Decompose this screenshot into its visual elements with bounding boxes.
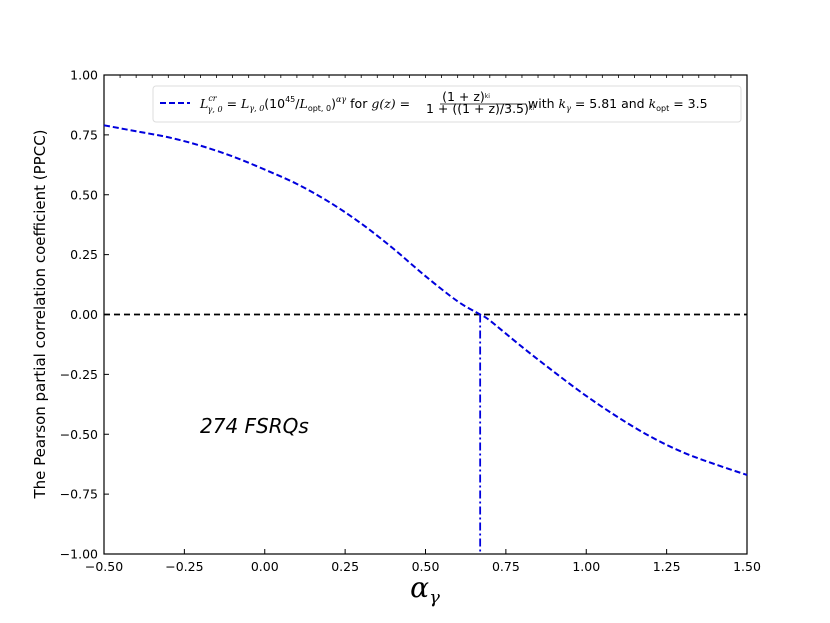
y-tick-label: 0.50 — [70, 187, 98, 202]
x-axis-label: αγ — [410, 571, 440, 608]
x-tick-label: 1.25 — [653, 559, 681, 574]
legend-fraction-numerator: (1 + z)ki — [442, 89, 490, 104]
series-line-ppcc — [103, 124, 748, 476]
annotation-274-fsrqs: 274 FSRQs — [200, 414, 309, 438]
x-tick-label: 0.25 — [331, 559, 359, 574]
x-tick-label: 0.75 — [492, 559, 520, 574]
legend-fraction-denominator: 1 + ((1 + z)/3.5)ki — [426, 101, 534, 116]
x-axis-ticks: −0.50 −0.25 0.00 0.25 0.50 0.75 1.00 1.25 1.50 — [85, 549, 761, 574]
y-tick-label: 0.75 — [70, 127, 98, 142]
x-tick-label: 1.00 — [572, 559, 600, 574]
x-tick-label: 1.50 — [733, 559, 761, 574]
x-tick-label: 0.50 — [412, 559, 440, 574]
x-tick-label: −0.50 — [85, 559, 123, 574]
y-tick-label: −0.75 — [60, 487, 98, 502]
y-tick-label: 0.25 — [70, 247, 98, 262]
y-tick-label: −0.50 — [60, 427, 98, 442]
legend-entry-tail: with kγ = 5.81 and kopt = 3.5 — [528, 96, 708, 113]
top-axis-ticks — [103, 75, 748, 78]
y-tick-label: 1.00 — [70, 68, 98, 83]
y-axis-ticks: −1.00 −0.75 −0.50 −0.25 0.00 0.25 0.50 0.75 1.00 — [60, 68, 109, 562]
y-tick-label: −1.00 — [60, 547, 98, 562]
y-tick-label: −0.25 — [60, 367, 98, 382]
y-axis-label: The Pearson partial correlation coeffici… — [31, 129, 49, 499]
legend: Lcr γ, 0 = Lγ, 0(1045/Lopt, 0)αγ for g(z)… — [152, 85, 742, 123]
y-tick-label: 0.00 — [70, 307, 98, 322]
legend-entry-label: Lcr γ, 0 = Lγ, 0(1045/Lopt, 0)αγ for g(z)… — [199, 94, 410, 114]
x-tick-label: −0.25 — [165, 559, 203, 574]
x-tick-label: 0.00 — [251, 559, 279, 574]
